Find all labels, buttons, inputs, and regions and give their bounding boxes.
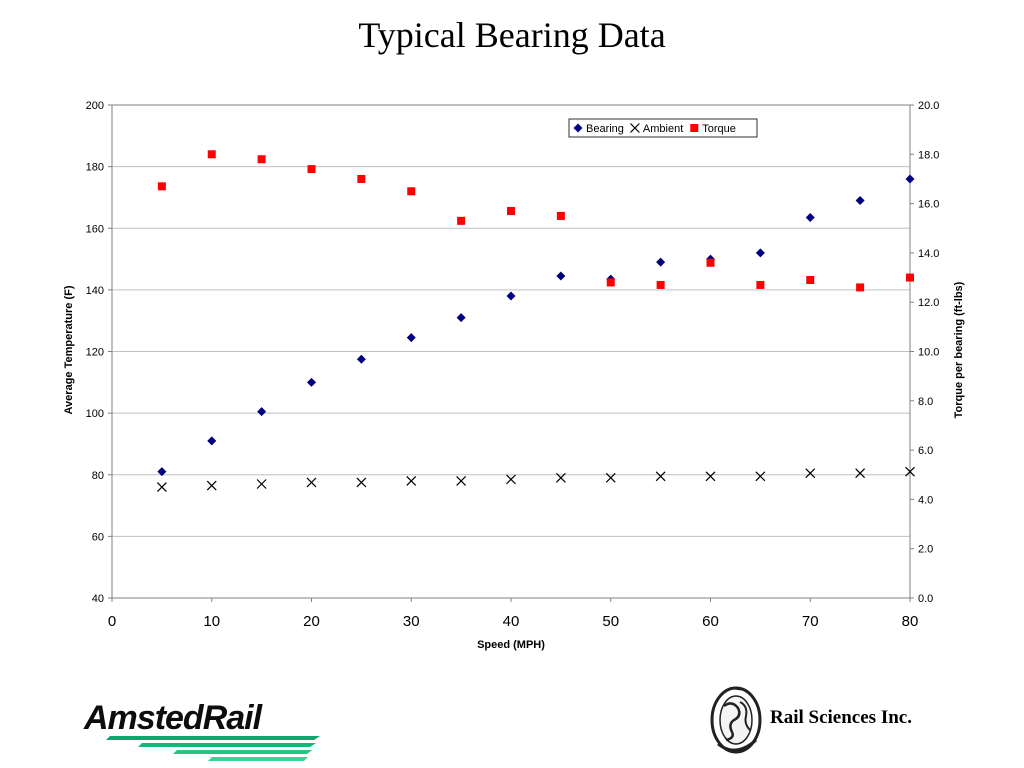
- x-tick-label: 70: [802, 613, 819, 630]
- globe-bearing-icon: [710, 686, 762, 754]
- ambient-point: [555, 472, 566, 483]
- y2-axis-label: Torque per bearing (ft-lbs): [953, 281, 965, 418]
- y2-tick-label: 20.0: [918, 100, 939, 112]
- y2-tick-label: 0.0: [918, 593, 933, 605]
- y-tick-label: 120: [86, 347, 104, 359]
- bearing-point: [307, 377, 316, 387]
- torque-point: [157, 182, 166, 191]
- ambient-point: [655, 471, 666, 482]
- ambient-point: [805, 468, 816, 479]
- torque-point: [906, 273, 914, 282]
- x-tick-label: 0: [108, 613, 116, 630]
- legend-box: [568, 118, 758, 138]
- torque-point: [656, 280, 665, 289]
- axis-ticks: 4060801001201401601802000.02.04.06.08.01…: [86, 100, 940, 630]
- bearing-point: [456, 313, 466, 323]
- ambient-point: [705, 471, 716, 482]
- ambient-legend-marker: [629, 123, 640, 133]
- y2-tick-label: 18.0: [918, 149, 939, 161]
- y2-tick-label: 6.0: [918, 445, 933, 457]
- data-marks: [156, 150, 915, 492]
- bearing-point: [207, 436, 217, 446]
- rail-sciences-name: Rail Sciences Inc.: [770, 707, 912, 728]
- y2-tick-label: 12.0: [918, 297, 939, 309]
- legend-label: Torque: [702, 123, 736, 135]
- bearing-point: [506, 291, 516, 301]
- legend: Bearing Ambient Torque: [568, 118, 758, 138]
- y-tick-label: 100: [86, 408, 104, 420]
- torque-point: [407, 187, 416, 196]
- y-tick-label: 160: [86, 223, 104, 235]
- ambient-point: [755, 471, 766, 482]
- bearing-point: [656, 257, 666, 267]
- torque-point: [207, 150, 216, 159]
- torque-point: [357, 174, 366, 183]
- torque-point: [556, 211, 565, 220]
- ambient-point: [256, 479, 267, 489]
- x-axis-label: Speed (MPH): [477, 639, 545, 651]
- y-tick-label: 40: [92, 593, 104, 605]
- y2-tick-label: 14.0: [918, 248, 939, 260]
- y2-tick-label: 2.0: [918, 544, 933, 556]
- torque-point: [257, 155, 266, 164]
- torque-point: [706, 258, 715, 267]
- bearing-point: [257, 407, 267, 417]
- slide-title: Typical Bearing Data: [358, 15, 666, 55]
- torque-legend-marker: [690, 124, 699, 132]
- y2-tick-label: 10.0: [918, 347, 939, 359]
- y-tick-label: 180: [86, 162, 104, 174]
- y-tick-label: 140: [86, 285, 104, 297]
- y2-tick-label: 4.0: [918, 494, 933, 506]
- legend-label: Bearing: [586, 123, 624, 135]
- y2-tick-label: 8.0: [918, 396, 933, 408]
- amstedrail-logo: AmstedRail: [83, 699, 320, 761]
- bearing-point: [905, 174, 915, 184]
- y2-tick-label: 16.0: [918, 199, 939, 211]
- ambient-point: [156, 482, 167, 492]
- legend-label: Ambient: [643, 123, 683, 135]
- torque-point: [457, 216, 466, 225]
- ambient-point: [406, 475, 417, 486]
- x-tick-label: 10: [203, 613, 220, 630]
- bearing-point: [356, 354, 366, 364]
- torque-point: [856, 283, 865, 292]
- ambient-point: [855, 468, 866, 479]
- ambient-point: [306, 477, 317, 488]
- bearing-point: [855, 196, 865, 206]
- torque-point: [806, 276, 815, 285]
- y-tick-label: 200: [86, 100, 104, 112]
- x-tick-label: 60: [702, 613, 719, 630]
- x-tick-label: 30: [403, 613, 420, 630]
- bearing-point: [805, 212, 815, 222]
- amstedrail-wordmark: AmstedRail: [83, 699, 264, 737]
- y-axis-label: Average Temperature (F): [63, 285, 75, 414]
- x-tick-label: 50: [602, 613, 619, 630]
- torque-point: [307, 165, 316, 174]
- x-tick-label: 80: [902, 613, 919, 630]
- x-tick-label: 20: [303, 613, 320, 630]
- bearing-point: [755, 248, 765, 258]
- bearing-point: [556, 271, 566, 281]
- ambient-point: [506, 474, 516, 485]
- ambient-point: [605, 472, 616, 483]
- y-tick-label: 60: [92, 531, 104, 543]
- gridlines: [112, 166, 910, 537]
- x-tick-label: 40: [503, 613, 520, 630]
- ambient-point: [356, 477, 367, 488]
- bearing-point: [406, 333, 416, 343]
- torque-point: [507, 206, 515, 215]
- torque-point: [606, 278, 615, 287]
- ambient-point: [905, 466, 915, 477]
- bearing-point: [157, 467, 167, 477]
- bearing-legend-marker: [573, 123, 583, 133]
- ambient-point: [456, 475, 467, 486]
- ambient-point: [206, 480, 217, 491]
- torque-point: [756, 280, 765, 289]
- green-swoosh-icon: [106, 736, 320, 761]
- y-tick-label: 80: [92, 470, 104, 482]
